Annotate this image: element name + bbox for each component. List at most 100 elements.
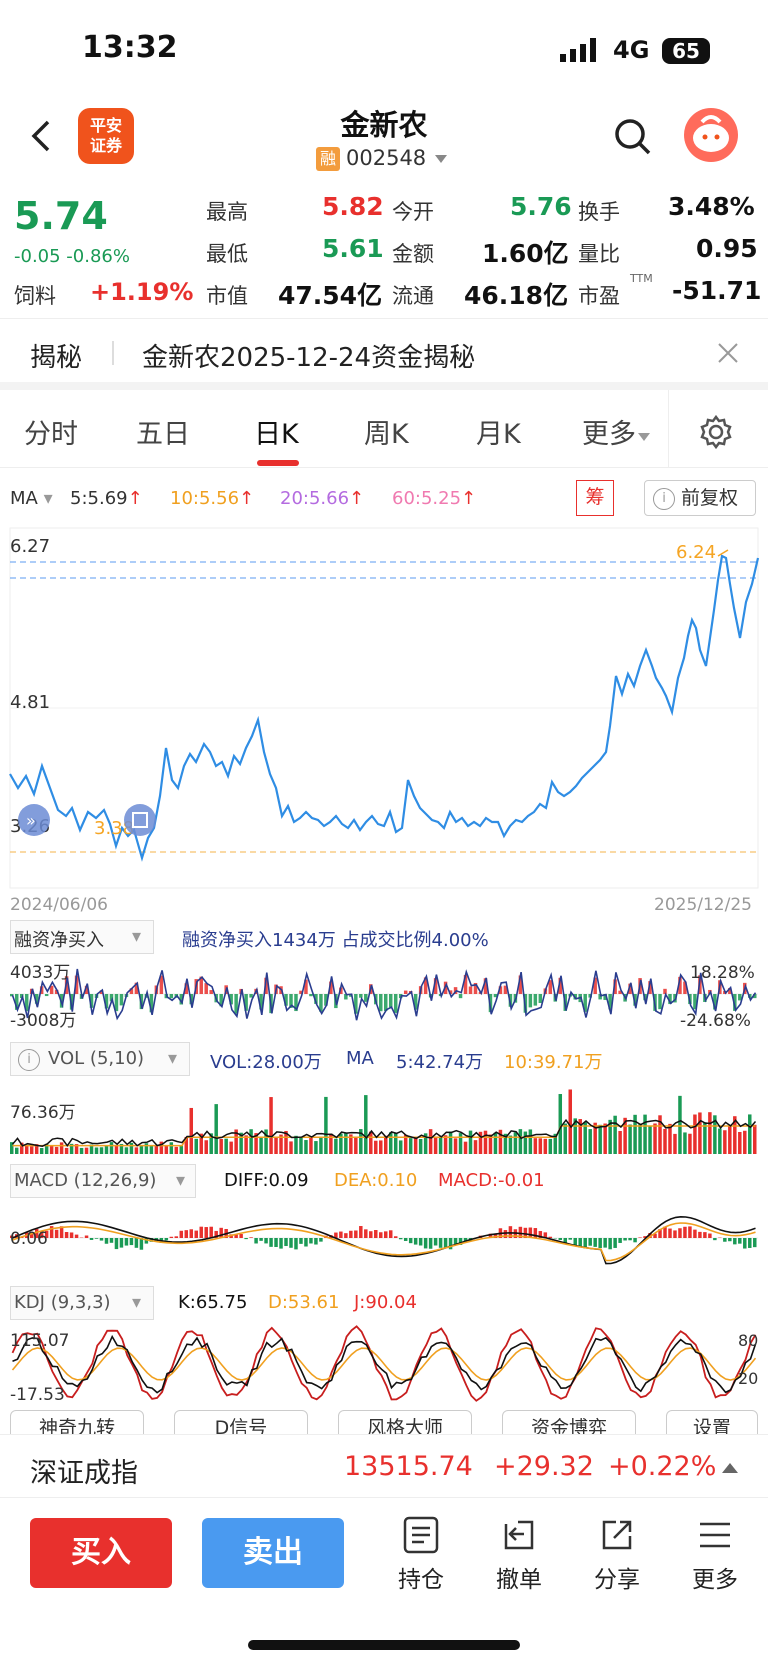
macd-bar bbox=[139, 1238, 144, 1250]
buy-button[interactable]: 买入 bbox=[30, 1518, 172, 1588]
macd-bar bbox=[64, 1232, 69, 1238]
tab-monthly-k[interactable]: 月K bbox=[476, 419, 521, 450]
search-icon[interactable] bbox=[612, 116, 652, 156]
macd-bar bbox=[349, 1230, 353, 1238]
volume-bar bbox=[159, 1141, 164, 1154]
macd-bar bbox=[738, 1238, 742, 1244]
margin-bar bbox=[184, 983, 189, 994]
label-market-cap: 市值 bbox=[206, 284, 248, 308]
margin-bar bbox=[204, 983, 208, 994]
macd-bar bbox=[109, 1238, 114, 1243]
ma-selector[interactable]: MA ▾ bbox=[10, 488, 53, 509]
tab-five-day[interactable]: 五日 bbox=[136, 419, 190, 450]
margin-bar bbox=[229, 994, 233, 1005]
margin-bar bbox=[518, 975, 523, 994]
margin-bar bbox=[134, 982, 139, 994]
margin-bar bbox=[54, 989, 59, 994]
margin-bar bbox=[613, 979, 617, 994]
expand-up-icon[interactable] bbox=[720, 1461, 740, 1475]
margin-bar bbox=[733, 994, 737, 1011]
macd-bar bbox=[413, 1238, 418, 1245]
volume-bar bbox=[29, 1146, 34, 1154]
volume-bar bbox=[678, 1095, 682, 1154]
price-line bbox=[9, 554, 760, 862]
adjust-mode-button[interactable]: i 前复权 bbox=[644, 480, 756, 516]
volume-bar bbox=[638, 1123, 642, 1154]
min-price-mark: 3.38 bbox=[94, 818, 134, 839]
margin-bar bbox=[169, 994, 174, 999]
index-ticker[interactable]: 深证成指 13515.74 +29.32 +0.22% bbox=[0, 1434, 768, 1498]
expand-left-icon[interactable] bbox=[18, 804, 50, 836]
end-date: 2025/12/25 bbox=[654, 895, 752, 915]
volume-bar bbox=[369, 1131, 373, 1154]
kdj-axis-top: 115.07 bbox=[10, 1331, 69, 1351]
assistant-avatar[interactable] bbox=[684, 108, 738, 162]
dropdown-icon: ▾ bbox=[132, 1292, 142, 1313]
positions-button[interactable]: 持仓 bbox=[386, 1514, 456, 1594]
value-turnover: 3.48% bbox=[668, 192, 755, 221]
macd-bar bbox=[623, 1238, 627, 1241]
settings-gear-icon[interactable] bbox=[698, 414, 734, 450]
margin-bar bbox=[693, 994, 697, 1010]
tab-more[interactable]: 更多 bbox=[582, 412, 652, 451]
margin-bar bbox=[339, 987, 343, 994]
sector-change: +1.19% bbox=[90, 278, 194, 306]
volume-bars bbox=[10, 1089, 757, 1154]
volume-bar bbox=[493, 1132, 498, 1154]
tab-daily-k[interactable]: 日K bbox=[254, 419, 299, 450]
cancel-order-button[interactable]: 撤单 bbox=[484, 1514, 554, 1594]
volume-bar bbox=[703, 1122, 707, 1154]
tab-intraday[interactable]: 分时 bbox=[24, 419, 78, 450]
macd-bar bbox=[638, 1237, 642, 1238]
status-bar: 13:32 4G 65 bbox=[0, 0, 768, 90]
active-tab-indicator bbox=[257, 460, 299, 466]
macd-bar bbox=[523, 1227, 528, 1238]
volume-bar bbox=[648, 1126, 652, 1154]
fullscreen-icon[interactable] bbox=[124, 804, 156, 836]
volume-bar bbox=[99, 1147, 104, 1154]
chip-distribution-button[interactable]: 筹 bbox=[576, 480, 614, 516]
kdj-indicator-selector[interactable] bbox=[10, 1286, 154, 1320]
margin-bar bbox=[683, 981, 687, 994]
volume-bar bbox=[124, 1147, 129, 1154]
sell-button[interactable]: 卖出 bbox=[202, 1518, 344, 1588]
margin-chart[interactable]: 4033万 -3008万 18.28% -24.68% bbox=[0, 958, 768, 1034]
tab-weekly-k[interactable]: 周K bbox=[364, 419, 409, 450]
macd-indicator-selector[interactable] bbox=[10, 1164, 196, 1198]
dropdown-icon: ▾ bbox=[168, 1048, 178, 1069]
volume-indicator-selector[interactable] bbox=[10, 1042, 190, 1076]
macd-bar bbox=[508, 1226, 513, 1238]
margin-bar bbox=[49, 985, 54, 994]
margin-bar bbox=[528, 994, 533, 1008]
share-button[interactable]: 分享 bbox=[582, 1514, 652, 1594]
margin-indicator-selector[interactable] bbox=[10, 920, 154, 954]
back-icon[interactable] bbox=[22, 116, 62, 156]
margin-bar bbox=[314, 994, 318, 1004]
macd-bar bbox=[119, 1238, 124, 1248]
macd-bar bbox=[463, 1238, 468, 1243]
volume-chart[interactable]: 76.36万 bbox=[0, 1080, 768, 1154]
macd-bar bbox=[518, 1226, 523, 1238]
value-low: 5.61 bbox=[322, 234, 384, 263]
volume-bar bbox=[718, 1128, 722, 1154]
close-icon[interactable] bbox=[716, 341, 740, 365]
sector-name[interactable]: 饲料 bbox=[14, 284, 56, 308]
price-chart[interactable]: 6.27 4.81 3.26 6.24 3.38 » 2024/06/06 20… bbox=[0, 526, 768, 916]
volume-bar bbox=[54, 1146, 59, 1154]
volume-bar bbox=[154, 1145, 159, 1154]
margin-bar bbox=[588, 994, 592, 998]
reveal-banner[interactable]: 揭秘 金新农2025-12-24资金揭秘 bbox=[0, 318, 768, 390]
more-button[interactable]: 更多 bbox=[680, 1514, 750, 1594]
volume-bar bbox=[174, 1146, 179, 1154]
volume-bar bbox=[698, 1112, 702, 1154]
margin-bar bbox=[388, 994, 393, 1008]
up-arrow-icon: ↑ bbox=[461, 488, 477, 509]
macd-bar bbox=[354, 1230, 358, 1238]
margin-bar bbox=[608, 994, 612, 1010]
label-float-cap: 流通 bbox=[392, 284, 434, 308]
volume-bar bbox=[603, 1123, 607, 1154]
stock-code-selector[interactable]: 融 002548 bbox=[316, 146, 449, 171]
macd-bar bbox=[69, 1232, 74, 1238]
kdj-chart[interactable]: 115.07 -17.53 80 20 bbox=[0, 1324, 768, 1404]
macd-chart[interactable]: 0.06 bbox=[0, 1202, 768, 1278]
